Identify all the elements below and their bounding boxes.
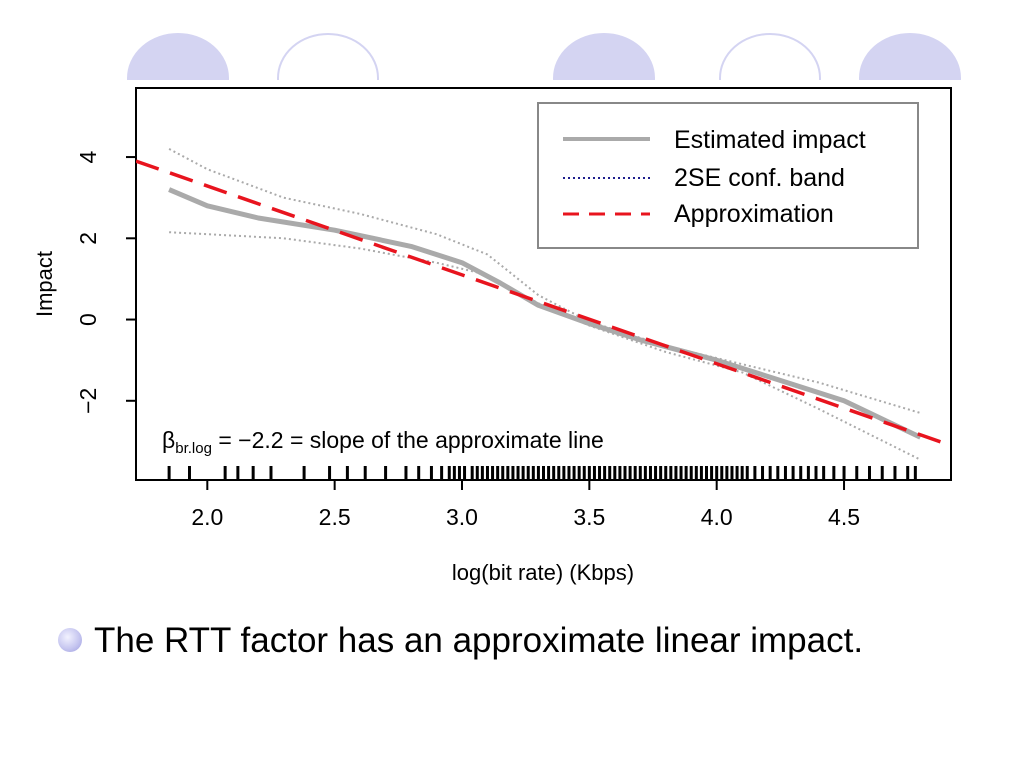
y-tick-label: 2 <box>75 232 101 245</box>
bullet-text: The RTT factor has an approximate linear… <box>94 621 864 660</box>
x-tick-label: 2.0 <box>191 504 223 530</box>
slope-annotation: βbr.log = −2.2 = slope of the approximat… <box>162 427 604 457</box>
slope-text: = −2.2 = slope of the approximate line <box>212 427 604 453</box>
decorative-circle <box>719 33 821 80</box>
x-tick-label: 4.0 <box>701 504 733 530</box>
legend-label-band: 2SE conf. band <box>674 164 845 192</box>
decorative-circle <box>859 33 961 80</box>
series-line <box>169 231 921 461</box>
legend-label-approx: Approximation <box>674 200 834 228</box>
x-axis: 2.0 2.5 3.0 3.5 4.0 4.5 <box>191 480 860 530</box>
series-line <box>168 148 921 414</box>
y-axis: 4 2 0 −2 <box>75 150 136 414</box>
y-axis-label: Impact <box>32 251 57 317</box>
x-tick-label: 3.5 <box>573 504 605 530</box>
y-tick-label: 0 <box>75 313 101 326</box>
decorative-circle <box>277 33 379 80</box>
rug-layer <box>167 466 917 480</box>
bullet-icon <box>58 628 82 652</box>
decorative-circles <box>127 33 961 80</box>
x-tick-label: 3.0 <box>446 504 478 530</box>
decorative-circle <box>553 33 655 80</box>
x-tick-label: 2.5 <box>319 504 351 530</box>
y-tick-label: −2 <box>75 388 101 414</box>
series-layer <box>136 148 951 461</box>
y-tick-label: 4 <box>75 150 101 163</box>
legend-box <box>537 102 919 249</box>
beta-subscript: br.log <box>175 440 212 457</box>
impact-chart: 2.0 2.5 3.0 3.5 4.0 4.5 4 2 0 −2 log(bit rate) (… <box>32 87 952 585</box>
x-tick-label: 4.5 <box>828 504 860 530</box>
x-axis-label: log(bit rate) (Kbps) <box>452 560 634 585</box>
legend-label-estimated: Estimated impact <box>674 126 866 154</box>
beta-symbol: β <box>162 427 175 453</box>
slide-decoration <box>127 33 961 80</box>
legend: Estimated impact 2SE conf. band Approxim… <box>537 102 919 249</box>
decorative-circle <box>127 33 229 80</box>
